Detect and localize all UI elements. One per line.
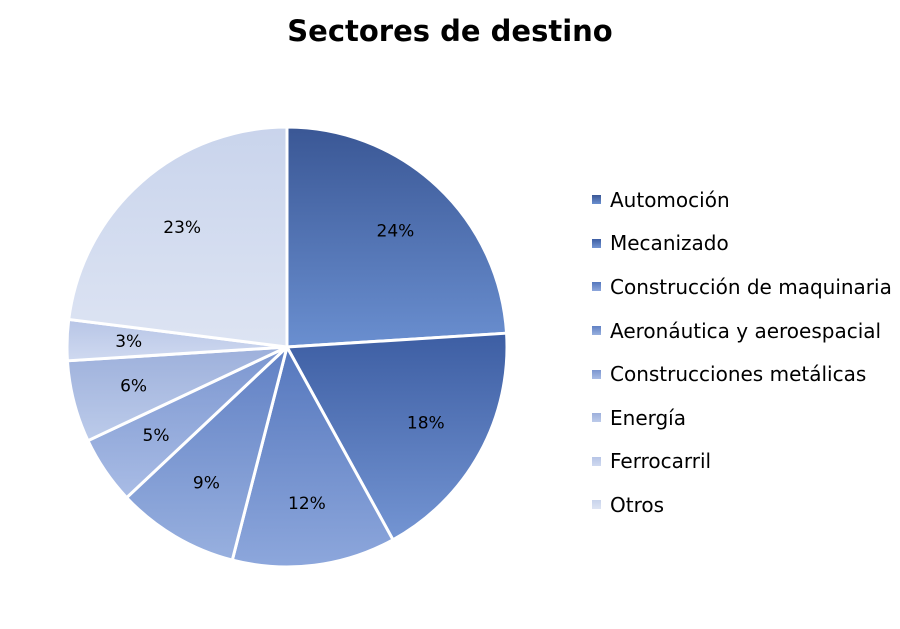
legend-label: Automoción (610, 187, 730, 212)
legend-swatch (592, 282, 601, 292)
legend-item-otros: Otros (592, 483, 892, 527)
slice-label-automocion: 24% (377, 222, 415, 242)
slice-label-otros: 23% (163, 218, 201, 238)
legend-swatch (592, 195, 601, 205)
legend-label: Aeronáutica y aeroespacial (610, 318, 882, 343)
slice-label-construccion-de-maquinaria: 12% (288, 494, 326, 514)
slice-label-construcciones-metalicas: 5% (143, 426, 170, 446)
slice-label-ferrocarril: 3% (115, 332, 142, 352)
pie-slice-construccion-de-maquinaria (230, 345, 395, 569)
slice-label-aeronautica-y-aeroespacial: 9% (193, 473, 220, 493)
legend-label: Energía (610, 405, 686, 430)
chart-title: Sectores de destino (287, 14, 613, 48)
pie-slice-aeronautica-y-aeroespacial (125, 345, 289, 562)
legend-swatch (592, 413, 601, 423)
slice-label-mecanizado: 18% (407, 413, 445, 433)
pie-slice-otros (67, 125, 289, 349)
legend-item-mecanizado: Mecanizado (592, 222, 892, 266)
legend-label: Construcción de maquinaria (610, 274, 892, 299)
legend: Automoción Mecanizado Construcción de maqu… (592, 178, 892, 527)
legend-label: Otros (610, 492, 665, 517)
legend-item-ferrocarril: Ferrocarril (592, 440, 892, 484)
pie-slice-automocion (285, 125, 509, 349)
legend-label: Mecanizado (610, 231, 729, 256)
legend-item-automocion: Automoción (592, 178, 892, 222)
legend-item-energia: Energía (592, 396, 892, 440)
pie-slice-mecanizado (285, 331, 509, 542)
legend-swatch (592, 456, 601, 466)
legend-item-construccion-de-maquinaria: Construcción de maquinaria (592, 265, 892, 309)
legend-swatch (592, 369, 601, 379)
legend-swatch (592, 500, 601, 510)
legend-item-aeronautica-y-aeroespacial: Aeronáutica y aeroespacial (592, 309, 892, 353)
legend-swatch (592, 326, 601, 336)
legend-swatch (592, 238, 601, 248)
slice-label-energia: 6% (120, 376, 147, 396)
legend-item-construcciones-metalicas: Construcciones metálicas (592, 352, 892, 396)
legend-label: Ferrocarril (610, 449, 712, 474)
legend-label: Construcciones metálicas (610, 362, 867, 387)
